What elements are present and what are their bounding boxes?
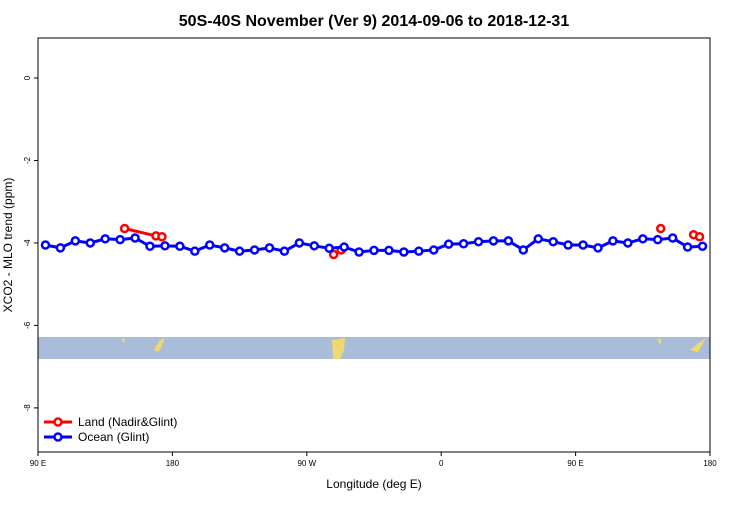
data-point xyxy=(458,239,469,249)
x-tick-label: 90 E xyxy=(30,459,46,468)
x-tick-label: 0 xyxy=(439,459,444,468)
data-point xyxy=(234,246,245,256)
data-point xyxy=(324,243,334,254)
data-point xyxy=(175,241,185,251)
data-point xyxy=(264,243,275,253)
y-tick-label: -2 xyxy=(23,156,32,164)
data-point xyxy=(115,234,125,245)
data-point xyxy=(548,236,558,247)
data-point xyxy=(682,242,693,252)
data-point xyxy=(652,234,663,245)
x-tick-label: 180 xyxy=(703,459,717,468)
y-tick-label: -4 xyxy=(23,239,32,247)
y-tick-label: -8 xyxy=(23,404,32,412)
data-point xyxy=(70,236,81,246)
data-point xyxy=(55,243,66,253)
data-point xyxy=(157,232,167,242)
y-axis-label: XCO2 - MLO trend (ppm) xyxy=(1,178,15,313)
data-point xyxy=(488,236,499,246)
data-point xyxy=(563,240,573,250)
legend-marker xyxy=(53,417,63,427)
chart-title: 50S-40S November (Ver 9) 2014-09-06 to 2… xyxy=(179,13,570,30)
data-point xyxy=(190,246,200,256)
data-point xyxy=(655,223,666,234)
data-point xyxy=(100,234,110,244)
data-point xyxy=(518,245,529,255)
data-point xyxy=(369,245,379,256)
data-point xyxy=(694,232,705,242)
data-point xyxy=(443,239,454,249)
legend-label: Land (Nadir&Glint) xyxy=(78,415,177,429)
data-point xyxy=(608,236,618,246)
data-point xyxy=(309,241,320,251)
y-tick-label: -6 xyxy=(23,321,32,329)
data-point xyxy=(40,240,51,250)
map-land xyxy=(332,338,345,359)
legend-label: Ocean (Glint) xyxy=(78,430,149,444)
data-point xyxy=(667,233,678,243)
data-point xyxy=(578,240,588,250)
data-point xyxy=(339,242,349,252)
data-point xyxy=(533,234,544,244)
data-point xyxy=(160,241,170,251)
data-point xyxy=(294,238,305,248)
data-point xyxy=(399,247,409,257)
legend-marker xyxy=(53,432,63,442)
map-ocean xyxy=(38,337,710,359)
x-tick-label: 180 xyxy=(166,459,180,468)
data-point xyxy=(384,245,394,256)
data-point xyxy=(85,238,96,248)
data-point xyxy=(593,243,603,253)
data-point xyxy=(119,223,130,234)
data-point xyxy=(623,238,633,248)
data-point xyxy=(219,243,230,253)
x-axis-label: Longitude (deg E) xyxy=(326,477,421,491)
data-point xyxy=(473,236,484,247)
x-tick-label: 90 W xyxy=(297,459,316,468)
x-tick-label: 90 E xyxy=(567,459,583,468)
data-point xyxy=(638,234,648,244)
data-point xyxy=(249,245,260,255)
data-point xyxy=(279,246,290,256)
data-point xyxy=(414,246,424,256)
data-point xyxy=(130,233,140,243)
data-point xyxy=(697,241,708,251)
data-point xyxy=(428,245,439,255)
data-point xyxy=(503,236,514,246)
data-point xyxy=(354,247,364,257)
data-point xyxy=(328,249,339,260)
data-point xyxy=(145,241,155,251)
y-tick-label: 0 xyxy=(23,75,32,80)
data-point xyxy=(204,240,215,250)
map-strip xyxy=(38,337,710,359)
plot-frame xyxy=(37,37,711,453)
